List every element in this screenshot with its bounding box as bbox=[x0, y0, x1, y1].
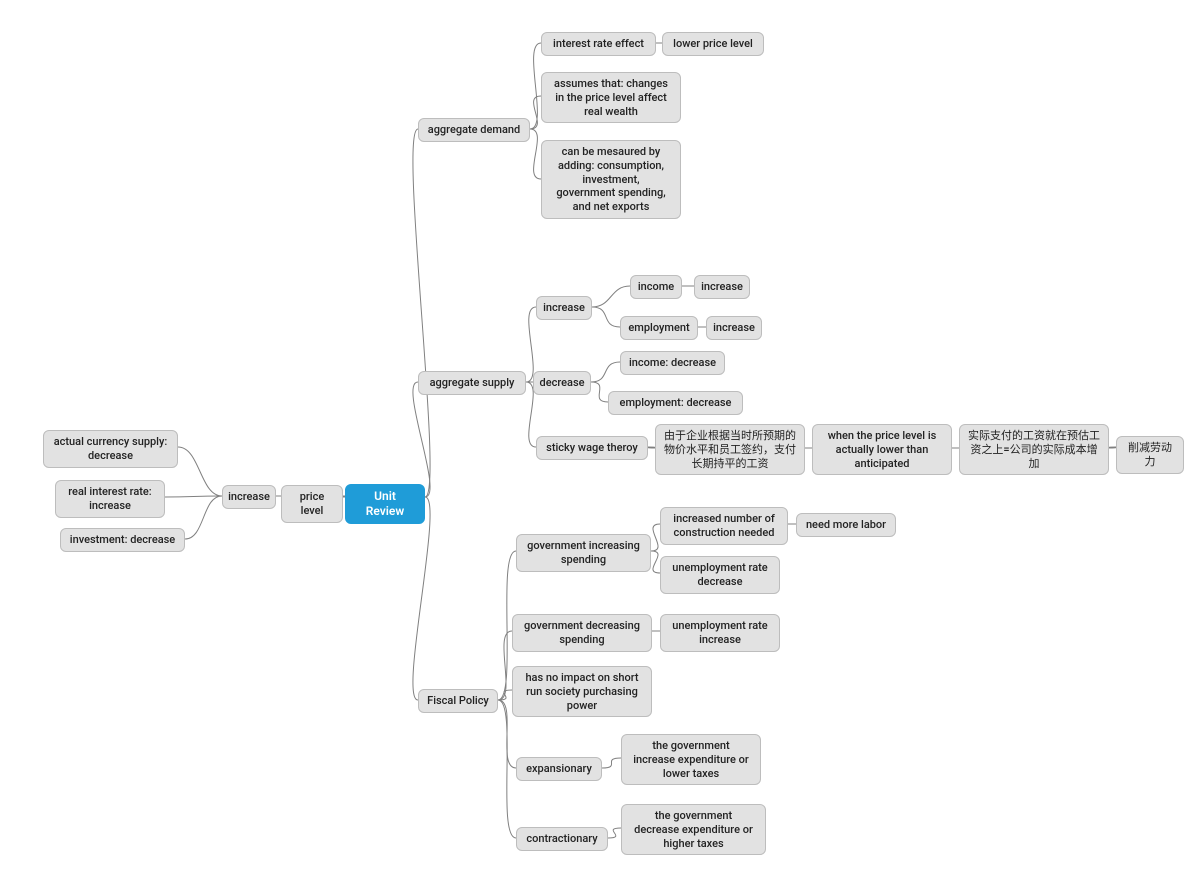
node-asdec: decrease bbox=[533, 371, 591, 395]
edge-gis-constr bbox=[651, 524, 660, 551]
node-incinc: increase bbox=[694, 275, 750, 299]
edge-root-as bbox=[413, 382, 430, 497]
node-assume: assumes that: changes in the price level… bbox=[541, 72, 681, 123]
node-constr: increased number of construction needed bbox=[660, 507, 788, 545]
node-gds: government decreasing spending bbox=[512, 614, 652, 652]
node-measure: can be mesaured by adding: consumption, … bbox=[541, 140, 681, 219]
edge-inc-invd bbox=[185, 496, 222, 539]
edge-fp-noimp bbox=[498, 690, 512, 700]
node-sw4: 削减劳动力 bbox=[1116, 436, 1184, 474]
edge-root-fp bbox=[413, 497, 430, 700]
edge-asinc-emp bbox=[592, 307, 620, 327]
node-rir: real interest rate: increase bbox=[55, 480, 165, 518]
node-empdec: employment: decrease bbox=[608, 391, 743, 415]
node-lpl: lower price level bbox=[662, 32, 764, 56]
node-income: income bbox=[630, 275, 682, 299]
edge-inc-acs bbox=[178, 447, 222, 496]
node-invd: investment: decrease bbox=[60, 528, 185, 552]
node-exp: expansionary bbox=[516, 757, 602, 781]
edge-fp-con bbox=[498, 700, 516, 838]
edge-asdec-incdec bbox=[591, 362, 620, 382]
edge-ad-ire bbox=[530, 43, 541, 129]
node-root: Unit Review bbox=[345, 484, 425, 524]
edge-con-cond bbox=[608, 828, 621, 838]
edge-as-asinc bbox=[526, 307, 536, 382]
mindmap-canvas: Unit Reviewprice levelincreaseactual cur… bbox=[0, 0, 1200, 889]
edge-asdec-empdec bbox=[591, 382, 608, 402]
node-incdec: income: decrease bbox=[620, 351, 725, 375]
node-expd: the government increase expenditure or l… bbox=[621, 734, 761, 785]
node-urdec: unemployment rate decrease bbox=[660, 556, 780, 594]
edge-root-ad bbox=[413, 129, 430, 497]
node-acs: actual currency supply: decrease bbox=[43, 430, 178, 468]
node-asinc: increase bbox=[536, 296, 592, 320]
edge-ad-measure bbox=[530, 129, 541, 179]
node-inc: increase bbox=[222, 485, 276, 509]
node-sw1: 由于企业根据当时所预期的 物价水平和员工签约，支付 长期持平的工资 bbox=[655, 424, 805, 475]
node-noimp: has no impact on short run society purch… bbox=[512, 666, 652, 717]
node-pl: price level bbox=[281, 485, 343, 523]
node-as: aggregate supply bbox=[418, 371, 526, 395]
node-urinc: unemployment rate increase bbox=[660, 614, 780, 652]
node-fp: Fiscal Policy bbox=[418, 689, 498, 713]
edge-sticky-sw1 bbox=[648, 447, 655, 448]
node-emp: employment bbox=[620, 316, 698, 340]
node-labor: need more labor bbox=[796, 513, 896, 537]
node-ad: aggregate demand bbox=[418, 118, 530, 142]
node-gis: government increasing spending bbox=[516, 534, 651, 572]
node-sw2: when the price level is actually lower t… bbox=[812, 424, 952, 475]
edge-asinc-income bbox=[592, 286, 630, 307]
edge-sw3-sw4 bbox=[1109, 447, 1116, 448]
node-ire: interest rate effect bbox=[541, 32, 656, 56]
node-sw3: 实际支付的工资就在预估工 资之上=公司的实际成本增 加 bbox=[959, 424, 1109, 475]
edge-fp-gds bbox=[498, 631, 512, 700]
edge-ad-assume bbox=[530, 96, 541, 129]
edge-inc-rir bbox=[165, 496, 222, 497]
edge-exp-expd bbox=[602, 758, 621, 768]
edge-gis-urdec bbox=[651, 551, 660, 573]
node-sticky: sticky wage theroy bbox=[536, 436, 648, 460]
node-cond: the government decrease expenditure or h… bbox=[621, 804, 766, 855]
node-empinc: increase bbox=[706, 316, 762, 340]
node-con: contractionary bbox=[516, 827, 608, 851]
